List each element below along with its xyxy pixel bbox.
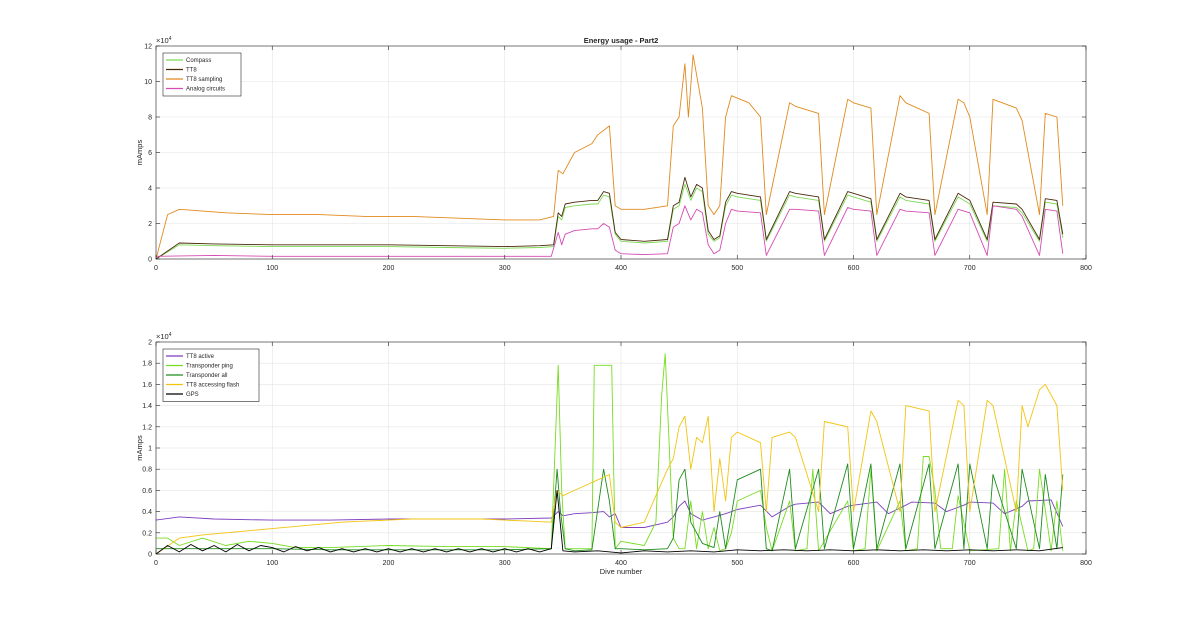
top-x-tick-label: 0 bbox=[154, 265, 158, 272]
top-chart-title: Energy usage - Part2 bbox=[584, 36, 659, 45]
bottom-y-tick-label: 0.8 bbox=[142, 467, 152, 474]
legend-label-transponder-all: Transponder all bbox=[186, 373, 227, 379]
bottom-legend: TT8 active Transponder ping Transponder al… bbox=[162, 348, 260, 402]
top-y-axis-label: mAmps bbox=[135, 140, 144, 166]
top-y-tick-label: 8 bbox=[148, 115, 152, 122]
top-x-tick-label: 300 bbox=[499, 265, 511, 272]
bottom-y-tick-label: 1.4 bbox=[142, 403, 152, 410]
series-line-gps bbox=[155, 489, 1063, 555]
top-x-tick-label: 800 bbox=[1080, 265, 1092, 272]
bottom-y-tick-label: 0.2 bbox=[142, 530, 152, 537]
top-x-tick-label: 600 bbox=[848, 265, 860, 272]
series-line-transponder-ping bbox=[156, 353, 1064, 552]
bottom-x-axis-label: Dive number bbox=[600, 567, 643, 576]
bottom-series-layer bbox=[155, 353, 1064, 555]
bottom-y-exponent: ×104 bbox=[156, 332, 172, 341]
bottom-y-axis-label: mAmps bbox=[135, 435, 144, 461]
bottom-y-tick-label: 1.6 bbox=[142, 382, 152, 389]
top-y-tick-label: 2 bbox=[148, 221, 152, 228]
legend-label-tt8-active: TT8 active bbox=[186, 354, 215, 360]
series-line-analog-circuits bbox=[155, 205, 1064, 257]
top-y-tick-label: 10 bbox=[144, 79, 152, 86]
bottom-y-tick-label: 1 bbox=[148, 446, 152, 453]
legend-label-gps: GPS bbox=[186, 392, 199, 398]
bottom-x-tick-label: 800 bbox=[1080, 560, 1092, 567]
top-y-exponent: ×104 bbox=[156, 36, 172, 45]
top-y-tick-label: 0 bbox=[148, 257, 152, 264]
top-axes: 0 100 200 300 400 500 600 700 800 0 2 4 6 8 10 12 Energ… bbox=[135, 36, 1092, 272]
top-x-tick-label: 400 bbox=[615, 265, 627, 272]
legend-label-transponder-ping: Transponder ping bbox=[186, 364, 233, 370]
top-y-tick-label: 12 bbox=[144, 44, 152, 51]
series-line-tt8-sampling bbox=[155, 54, 1064, 260]
top-ticks: 0 100 200 300 400 500 600 700 800 0 2 4 6 8 10 12 bbox=[144, 44, 1092, 273]
bottom-y-tick-label: 1.2 bbox=[142, 424, 152, 431]
bottom-x-tick-label: 700 bbox=[964, 560, 976, 567]
top-y-exponent-power: 4 bbox=[169, 36, 172, 42]
bottom-x-tick-label: 500 bbox=[731, 560, 743, 567]
bottom-y-exponent-base: ×10 bbox=[156, 332, 169, 341]
legend-label-analog-circuits: Analog circuits bbox=[186, 87, 225, 93]
top-x-tick-label: 700 bbox=[964, 265, 976, 272]
bottom-y-tick-label: 0.4 bbox=[142, 509, 152, 516]
legend-label-tt8: TT8 bbox=[186, 68, 197, 74]
bottom-x-tick-label: 100 bbox=[266, 560, 278, 567]
top-y-tick-label: 4 bbox=[148, 186, 152, 193]
top-legend: Compass TT8 TT8 sampling Analog circuits bbox=[162, 52, 242, 97]
bottom-x-tick-label: 0 bbox=[154, 560, 158, 567]
series-line-tt8-accessing-flash bbox=[155, 383, 1064, 555]
top-x-tick-label: 100 bbox=[266, 265, 278, 272]
series-line-tt8 bbox=[155, 176, 1064, 260]
bottom-x-tick-label: 400 bbox=[615, 560, 627, 567]
top-series-layer bbox=[155, 54, 1064, 260]
bottom-x-tick-label: 600 bbox=[848, 560, 860, 567]
top-x-tick-label: 200 bbox=[383, 265, 395, 272]
bottom-x-tick-label: 300 bbox=[499, 560, 511, 567]
legend-label-tt8-accessing-flash: TT8 accessing flash bbox=[186, 383, 239, 389]
bottom-y-tick-label: 1.8 bbox=[142, 361, 152, 368]
top-y-tick-label: 6 bbox=[148, 150, 152, 157]
bottom-y-exponent-power: 4 bbox=[169, 332, 172, 338]
top-x-tick-label: 500 bbox=[731, 265, 743, 272]
bottom-axes: 0 100 200 300 400 500 600 700 800 0 0.2 0.4 0.6 0.8 1 1… bbox=[135, 332, 1092, 576]
legend-label-tt8-sampling: TT8 sampling bbox=[186, 77, 222, 83]
bottom-ticks: 0 100 200 300 400 500 600 700 800 0 0.2 0.4 0.6 0.8 1 1… bbox=[142, 340, 1092, 568]
legend-label-compass: Compass bbox=[186, 58, 211, 64]
bottom-y-tick-label: 0 bbox=[148, 552, 152, 559]
top-y-exponent-base: ×10 bbox=[156, 36, 169, 45]
bottom-y-tick-label: 2 bbox=[148, 340, 152, 347]
series-line-transponder-all bbox=[156, 463, 1064, 552]
bottom-x-tick-label: 200 bbox=[383, 560, 395, 567]
bottom-y-tick-label: 0.6 bbox=[142, 488, 152, 495]
series-line-tt8-active bbox=[155, 499, 1064, 528]
